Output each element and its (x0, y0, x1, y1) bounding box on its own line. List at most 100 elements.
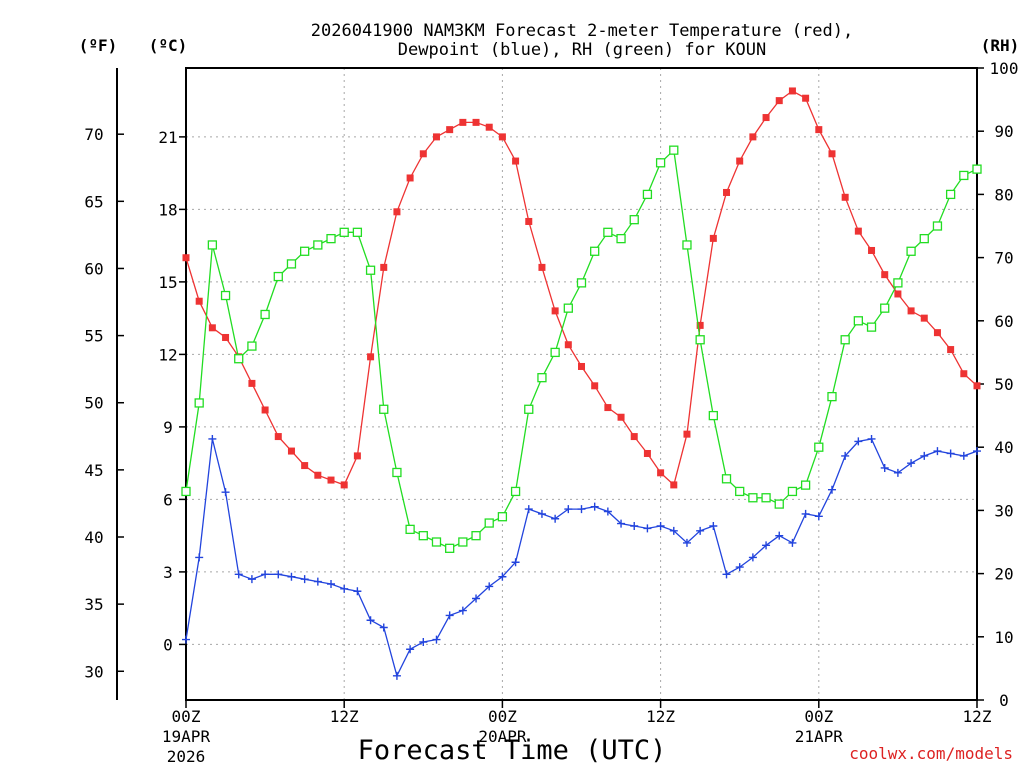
temperature-point (762, 114, 770, 122)
rh-point (695, 335, 705, 345)
rh-tick-label: 30 (994, 501, 1013, 520)
fahrenheit-tick-label: 60 (84, 259, 103, 278)
rh-point (906, 246, 916, 256)
dewpoint-point (287, 572, 296, 581)
rh-point (603, 227, 613, 237)
temperature-point (406, 174, 414, 182)
dewpoint-point (208, 434, 217, 443)
rh-point (642, 189, 653, 200)
plot-frame (185, 67, 978, 701)
rh-point (563, 303, 573, 313)
dewpoint-point (880, 463, 889, 472)
temperature-point (287, 447, 295, 455)
dewpoint-point (959, 451, 968, 460)
rh-point (550, 347, 560, 358)
temperature-point (195, 297, 203, 305)
temperature-point (327, 476, 335, 484)
temperature-point (736, 157, 744, 165)
temperature-point (815, 126, 823, 134)
dewpoint-point (432, 635, 441, 644)
rh-point (669, 145, 679, 155)
temperature-point (723, 188, 731, 196)
rh-point (932, 221, 943, 231)
temperature-point (208, 324, 216, 332)
rh-tick-label: 10 (994, 628, 1013, 647)
fahrenheit-tick-label: 55 (84, 327, 103, 346)
rh-point (590, 246, 600, 256)
rh-point (510, 486, 521, 497)
rh-point (379, 404, 389, 414)
dewpoint-point (221, 488, 230, 497)
dewpoint-point (722, 570, 731, 579)
temperature-point (643, 449, 651, 457)
rh-point (972, 164, 982, 174)
temperature-point (222, 333, 230, 341)
rh-point (537, 373, 547, 383)
x-tick-label: 00Z (488, 707, 517, 726)
dewpoint-point (775, 531, 784, 540)
rh-point (418, 531, 428, 541)
fahrenheit-tick-label: 40 (84, 528, 103, 547)
temperature-point (261, 406, 269, 414)
rh-point (352, 227, 363, 237)
series-layer (181, 87, 982, 680)
dewpoint-point (234, 570, 243, 579)
dewpoint-point (827, 485, 836, 494)
temperature-point (353, 452, 361, 460)
temperature-point (340, 481, 348, 489)
temperature-point (248, 379, 256, 387)
dewpoint-point (933, 447, 942, 456)
temperature-point (630, 433, 638, 441)
rh-point (840, 335, 850, 345)
dewpoint-point (946, 449, 955, 458)
temperature-point (920, 314, 928, 322)
temperature-point (604, 404, 612, 412)
series-rh (181, 145, 982, 553)
dewpoint-point (379, 623, 388, 632)
chart-title-line1: 2026041900 NAM3KM Forecast 2-meter Tempe… (311, 21, 853, 41)
dewpoint-point (577, 505, 586, 514)
celsius-tick-label: 15 (158, 273, 177, 292)
temperature-point (828, 150, 836, 158)
x-tick-label: 00Z (804, 707, 833, 726)
temperature-point (419, 150, 427, 158)
rh-point (682, 240, 692, 250)
rh-point (655, 158, 666, 168)
rh-tick-label: 90 (994, 122, 1013, 141)
temperature-point (314, 471, 322, 479)
grid-lines (186, 68, 977, 700)
dewpoint-line (185, 438, 978, 678)
temperature-point (973, 382, 981, 390)
dewpoint-point (274, 570, 283, 579)
dewpoint-point (247, 575, 256, 584)
dewpoint-point (907, 459, 916, 468)
rh-tick-label: 40 (994, 438, 1013, 457)
rh-point (445, 543, 455, 553)
rh-point (299, 246, 310, 256)
fahrenheit-unit-label: (ºF) (79, 36, 118, 55)
dewpoint-point (973, 447, 981, 456)
rh-point (616, 233, 626, 244)
rh-point (787, 486, 798, 497)
dewpoint-point (340, 584, 349, 593)
temperature-point (564, 341, 572, 349)
rh-point (721, 474, 732, 484)
temperature-point (947, 346, 955, 354)
dewpoint-point (920, 451, 929, 460)
dewpoint-point (735, 563, 744, 572)
x-tick-date-label: 19APR (162, 727, 211, 746)
dewpoint-point (748, 553, 757, 562)
celsius-tick-label: 9 (163, 418, 173, 437)
dewpoint-point (867, 434, 876, 443)
rh-point (761, 493, 771, 503)
rh-tick-label: 0 (999, 691, 1009, 710)
rh-point (853, 316, 863, 326)
rh-point (431, 537, 442, 547)
dewpoint-point (788, 538, 797, 547)
temperature-point (617, 413, 625, 421)
dewpoint-point (353, 587, 362, 596)
fahrenheit-tick-label: 65 (84, 192, 103, 211)
temperature-point (274, 433, 282, 441)
fahrenheit-tick-label: 50 (84, 394, 103, 413)
rh-point (207, 240, 218, 250)
